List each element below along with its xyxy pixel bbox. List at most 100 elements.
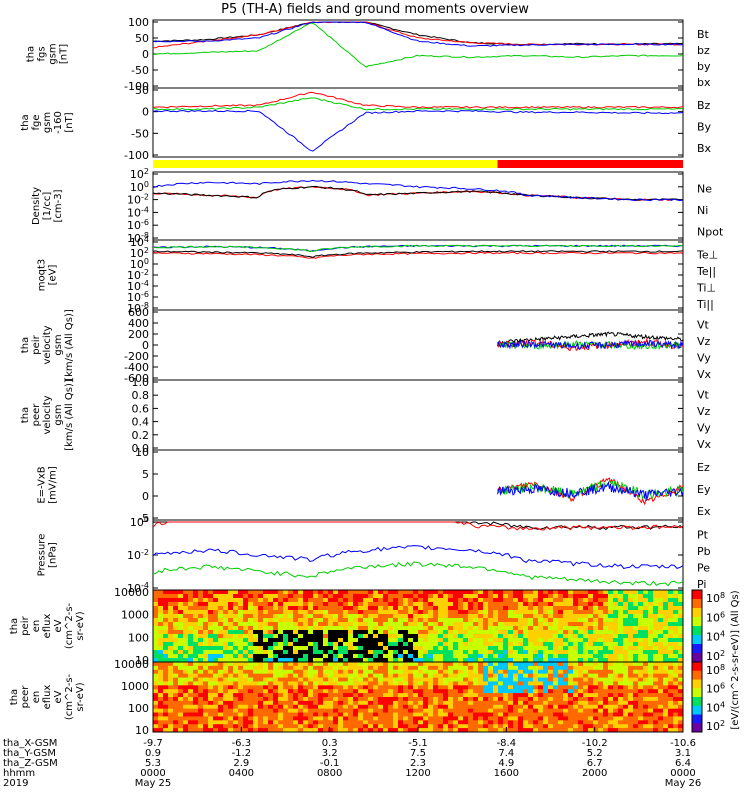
spectrogram-cell (498, 712, 504, 717)
spectrogram-cell (508, 658, 514, 663)
spectrogram-cell (218, 650, 224, 655)
spectrogram-cell (468, 630, 474, 635)
spectrogram-cell (323, 626, 329, 631)
spectrogram-cell (473, 658, 479, 663)
spectrogram-cell (603, 704, 609, 710)
spectrogram-cell (328, 704, 334, 710)
spectrogram-cell (408, 598, 414, 603)
spectrogram-cell (323, 642, 329, 647)
spectrogram-cell (183, 724, 189, 729)
spectrogram-cell (323, 712, 329, 717)
spectrogram-cell (553, 642, 559, 647)
spectrogram-cell (578, 704, 584, 710)
spectrogram-cell (528, 728, 534, 733)
spectrogram-cell (273, 693, 279, 698)
spectrogram-cell (358, 654, 364, 659)
spectrogram-cell (223, 610, 229, 615)
spectrogram-cell (603, 677, 609, 682)
spectrogram-cell (393, 590, 399, 595)
spectrogram-cell (338, 610, 344, 615)
spectrogram-cell (238, 594, 244, 599)
spectrogram-cell (503, 716, 509, 721)
spectrogram-cell (193, 658, 199, 663)
spectrogram-cell (503, 720, 509, 725)
spectrogram-cell (668, 693, 674, 698)
spectrogram-cell (568, 654, 574, 659)
spectrogram-cell (573, 650, 579, 655)
spectrogram-cell (538, 662, 544, 667)
spectrogram-cell (443, 594, 449, 599)
spectrogram-cell (473, 720, 479, 725)
spectrogram-cell (488, 650, 494, 655)
spectrogram-cell (573, 665, 579, 671)
spectrogram-cell (178, 658, 184, 663)
spectrogram-cell (608, 724, 614, 729)
spectrogram-cell (518, 724, 524, 729)
spectrogram-cell (648, 712, 654, 717)
spectrogram-cell (643, 728, 649, 733)
spectrogram-cell (198, 689, 204, 694)
spectrogram-cell (648, 598, 654, 603)
spectrogram-cell (168, 610, 174, 615)
spectrogram-cell (308, 606, 314, 611)
spectrogram-cell (248, 662, 254, 667)
spectrogram-cell (583, 618, 589, 623)
colorbar-frame (691, 661, 703, 733)
spectrogram-cell (663, 665, 669, 671)
spectrogram-cell (198, 673, 204, 679)
spectrogram-cell (368, 614, 374, 619)
spectrogram-cell (193, 677, 199, 682)
spectrogram-cell (198, 610, 204, 615)
spectrogram-cell (483, 606, 489, 611)
spectrogram-cell (488, 689, 494, 694)
spectrogram-cell (188, 658, 194, 663)
spectrogram-cell (388, 665, 394, 671)
spectrogram-cell (618, 642, 624, 647)
spectrogram-cell (678, 602, 684, 607)
spectrogram-cell (503, 598, 509, 603)
spectrogram-cell (178, 712, 184, 717)
colorbar-segment (692, 697, 702, 707)
spectrogram-cell (638, 650, 644, 655)
spectrogram-cell (498, 669, 504, 675)
spectrogram-cell (173, 598, 179, 603)
spectrogram-cell (373, 634, 379, 639)
spectrogram-cell (613, 654, 619, 659)
spectrogram-cell (363, 642, 369, 647)
spectrogram-cell (618, 693, 624, 698)
spectrogram-cell (678, 606, 684, 611)
spectrogram-cell (473, 662, 479, 667)
panel-3-ylabel: [cm-3] (53, 189, 64, 222)
spectrogram-cell (553, 693, 559, 698)
spectrogram-cell (328, 708, 334, 714)
spectrogram-cell (608, 673, 614, 679)
spectrogram-cell (648, 662, 654, 667)
spectrogram-cell (568, 642, 574, 647)
spectrogram-cell (178, 669, 184, 675)
spectrogram-cell (308, 724, 314, 729)
spectrogram-cell (623, 614, 629, 619)
spectrogram-cell (613, 634, 619, 639)
spectrogram-cell (383, 662, 389, 667)
spectrogram-cell (503, 689, 509, 694)
spectrogram-cell (553, 614, 559, 619)
spectrogram-cell (273, 598, 279, 603)
spectrogram-cell (263, 626, 269, 631)
spectrogram-cell (508, 716, 514, 721)
spectrogram-cell (383, 669, 389, 675)
spectrogram-cell (308, 614, 314, 619)
spectrogram-cell (498, 638, 504, 643)
spectrogram-cell (218, 697, 224, 702)
spectrogram-cell (583, 697, 589, 702)
spectrogram-cell (238, 654, 244, 659)
spectrogram-cell (228, 614, 234, 619)
spectrogram-cell (638, 614, 644, 619)
panel-4-ylabel: [eV] (48, 265, 59, 286)
spectrogram-cell (613, 642, 619, 647)
spectrogram-cell (588, 662, 594, 667)
spectrogram-cell (583, 630, 589, 635)
spectrogram-cell (408, 654, 414, 659)
spectrogram-cell (558, 598, 564, 603)
spectrogram-cell (293, 590, 299, 595)
spectrogram-cell (308, 693, 314, 698)
